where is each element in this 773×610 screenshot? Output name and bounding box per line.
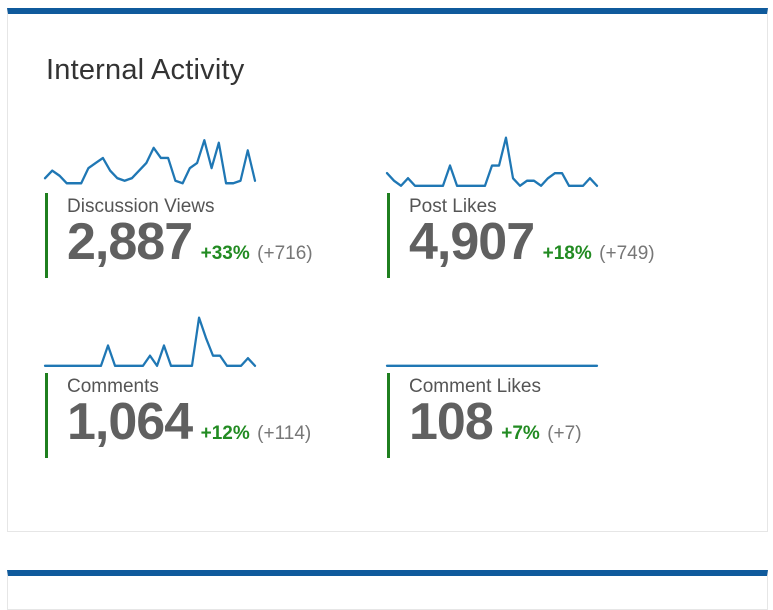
metric-change-absolute: (+114) xyxy=(257,423,312,444)
metric-comment-likes[interactable]: Comment Likes 108 +7% (+7) xyxy=(385,313,687,488)
stat-block: Discussion Views 2,887 +33% (+716) xyxy=(45,193,313,278)
discussion-views-sparkline xyxy=(43,139,257,185)
metric-value: 1,064 xyxy=(67,393,193,451)
metric-post-likes[interactable]: Post Likes 4,907 +18% (+749) xyxy=(385,133,687,308)
metric-value: 4,907 xyxy=(409,213,535,271)
metric-change-percent: +18% xyxy=(542,243,592,264)
metric-value: 108 xyxy=(409,393,494,451)
comment-likes-sparkline xyxy=(385,364,599,368)
metric-label: Comment Likes xyxy=(409,376,541,397)
stat-block: Comments 1,064 +12% (+114) xyxy=(45,373,311,458)
metric-change-percent: +33% xyxy=(200,243,250,264)
stat-row: 1,064 +12% (+114) xyxy=(67,396,311,461)
metric-label: Post Likes xyxy=(409,196,497,217)
metric-change-absolute: (+716) xyxy=(257,243,313,264)
stat-row: 108 +7% (+7) xyxy=(409,396,582,461)
panel-title: Internal Activity xyxy=(46,54,245,86)
stat-block: Post Likes 4,907 +18% (+749) xyxy=(387,193,655,278)
metric-change-percent: +7% xyxy=(501,423,540,444)
stat-row: 4,907 +18% (+749) xyxy=(409,216,655,281)
sparkline-line xyxy=(43,139,257,185)
comments-sparkline xyxy=(43,316,257,368)
metric-change-percent: +12% xyxy=(200,423,250,444)
metric-discussion-views[interactable]: Discussion Views 2,887 +33% (+716) xyxy=(43,133,345,308)
metric-comments[interactable]: Comments 1,064 +12% (+114) xyxy=(43,313,345,488)
internal-activity-panel: Internal Activity Discussion Views 2,887… xyxy=(7,8,768,532)
stat-row: 2,887 +33% (+716) xyxy=(67,216,313,281)
sparkline-line xyxy=(385,136,599,188)
stat-block: Comment Likes 108 +7% (+7) xyxy=(387,373,582,458)
metric-value: 2,887 xyxy=(67,213,193,271)
metric-label: Comments xyxy=(67,376,159,397)
next-panel xyxy=(7,570,768,610)
metric-change-absolute: (+749) xyxy=(599,243,655,264)
sparkline-line xyxy=(43,316,257,368)
metric-change-absolute: (+7) xyxy=(547,423,582,444)
post-likes-sparkline xyxy=(385,136,599,188)
metric-label: Discussion Views xyxy=(67,196,215,217)
